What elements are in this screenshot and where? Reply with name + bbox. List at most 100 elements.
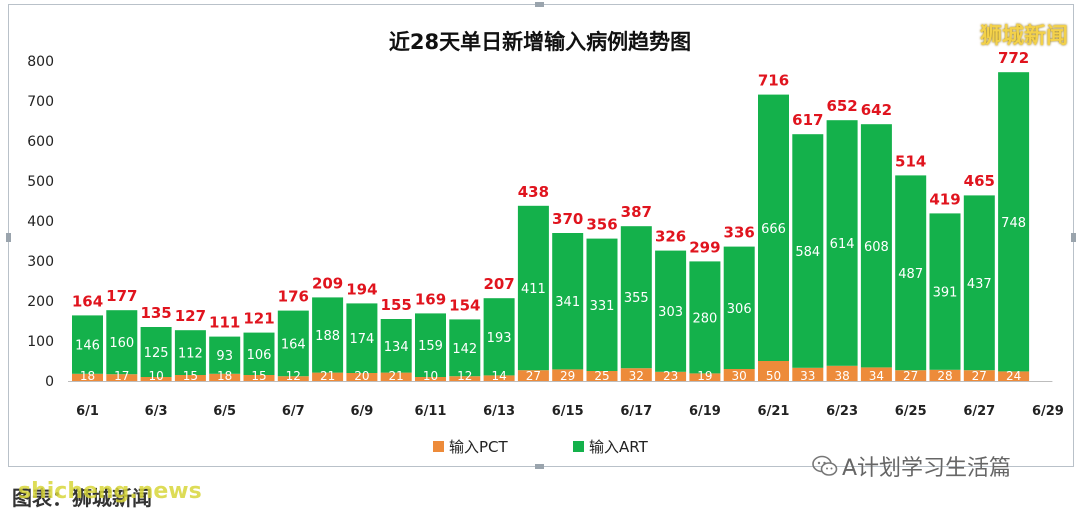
data-label-pct: 21	[320, 369, 335, 383]
y-axis: 0 100 200 300 400 500 600 700 800	[27, 54, 1053, 390]
data-label-art: 614	[830, 237, 855, 252]
bar-pct	[174, 375, 206, 381]
bar-art	[106, 310, 138, 375]
data-label-pct: 10	[148, 369, 163, 383]
x-tick-label: 6/27	[963, 404, 995, 419]
data-label-art: 134	[384, 340, 409, 355]
x-tick-label: 6/17	[620, 404, 652, 419]
x-tick-label: 6/11	[415, 404, 447, 419]
bar-art	[72, 315, 103, 374]
bar-pct	[140, 377, 172, 381]
legend: 输入PCT 输入ART	[433, 438, 649, 456]
bar-pct	[106, 374, 138, 381]
data-label-pct: 34	[869, 369, 884, 383]
data-label-pct: 12	[286, 369, 301, 383]
y-tick-label: 800	[27, 54, 54, 70]
data-label-total: 194	[346, 280, 377, 298]
resize-handle-right[interactable]	[1071, 233, 1076, 242]
data-label-pct: 27	[903, 369, 918, 383]
data-label-pct: 15	[251, 369, 266, 383]
bar-pct	[998, 371, 1030, 381]
x-tick-label: 6/15	[552, 404, 584, 419]
bar-pct	[826, 365, 858, 381]
bar-art	[380, 319, 412, 373]
data-label-total: 336	[724, 224, 755, 242]
data-label-total: 135	[140, 304, 171, 322]
data-label-art: 160	[109, 336, 134, 351]
bar-art	[929, 213, 961, 370]
data-label-total: 209	[312, 274, 343, 292]
data-label-art: 106	[247, 348, 272, 363]
bar-pct	[895, 370, 927, 381]
data-label-total: 370	[552, 210, 583, 228]
data-label-total: 716	[758, 72, 789, 90]
data-label-pct: 25	[594, 369, 609, 383]
legend-swatch	[573, 441, 584, 452]
data-label-art: 355	[624, 291, 649, 306]
resize-handle-top[interactable]	[535, 2, 544, 7]
chart-title: 近28天单日新增输入病例趋势图	[388, 30, 692, 54]
bar-art	[174, 330, 206, 375]
y-tick-label: 400	[27, 214, 54, 230]
bar-pct	[449, 376, 481, 381]
data-label-total: 155	[381, 296, 412, 314]
legend-swatch	[433, 441, 444, 452]
y-tick-label: 0	[45, 374, 54, 390]
bar-art	[140, 327, 172, 377]
data-label-art: 748	[1001, 216, 1026, 231]
data-label-art: 437	[967, 277, 992, 292]
bar-pct	[860, 367, 892, 381]
data-label-art: 164	[281, 337, 306, 352]
data-label-total: 177	[106, 287, 137, 305]
data-label-pct: 15	[183, 369, 198, 383]
bar-art	[312, 297, 344, 373]
bar-art	[998, 72, 1030, 372]
bar-art	[689, 261, 721, 374]
bar-pct	[415, 377, 446, 381]
data-label-pct: 29	[560, 369, 575, 383]
x-tick-label: 6/25	[895, 404, 927, 419]
bar-art	[517, 205, 549, 371]
data-label-pct: 18	[217, 369, 232, 383]
data-label-total: 154	[449, 296, 480, 314]
data-label-total: 642	[861, 101, 892, 119]
bar-art	[758, 94, 789, 361]
data-label-total: 465	[964, 172, 995, 190]
data-label-total: 207	[483, 275, 514, 293]
data-label-art: 303	[658, 305, 683, 320]
bar-pct	[586, 371, 618, 381]
data-label-total: 356	[586, 216, 617, 234]
data-label-art: 487	[898, 267, 923, 282]
watermark-logo-text: 狮城新闻	[979, 24, 1068, 49]
bar-art	[552, 233, 584, 370]
bar-pct	[723, 369, 755, 381]
bar-pct	[483, 375, 515, 381]
x-tick-label: 6/23	[826, 404, 858, 419]
data-label-total: 326	[655, 228, 686, 246]
y-tick-label: 500	[27, 174, 54, 190]
data-label-total: 617	[792, 111, 823, 129]
data-label-pct: 27	[972, 369, 987, 383]
bar-art	[723, 246, 755, 369]
x-tick-label: 6/1	[76, 404, 99, 419]
bar-pct	[277, 376, 309, 381]
resize-handle-left[interactable]	[6, 233, 11, 242]
data-label-pct: 27	[526, 369, 541, 383]
data-label-art: 608	[864, 240, 889, 255]
x-tick-label: 6/29	[1032, 404, 1064, 419]
data-label-pct: 38	[834, 369, 849, 383]
data-label-pct: 21	[389, 369, 404, 383]
bar-art	[449, 319, 481, 377]
y-tick-label: 100	[27, 334, 54, 350]
resize-handle-bottom[interactable]	[535, 464, 544, 469]
data-label-total: 127	[175, 307, 206, 325]
data-label-pct: 12	[457, 369, 472, 383]
data-label-art: 146	[75, 339, 100, 354]
data-label-total: 514	[895, 152, 926, 170]
data-label-art: 584	[795, 245, 820, 260]
bar-art	[346, 303, 378, 373]
data-label-pct: 24	[1006, 369, 1021, 383]
data-label-pct: 28	[937, 369, 952, 383]
data-label-art: 341	[555, 295, 580, 310]
bar-art	[620, 226, 652, 369]
